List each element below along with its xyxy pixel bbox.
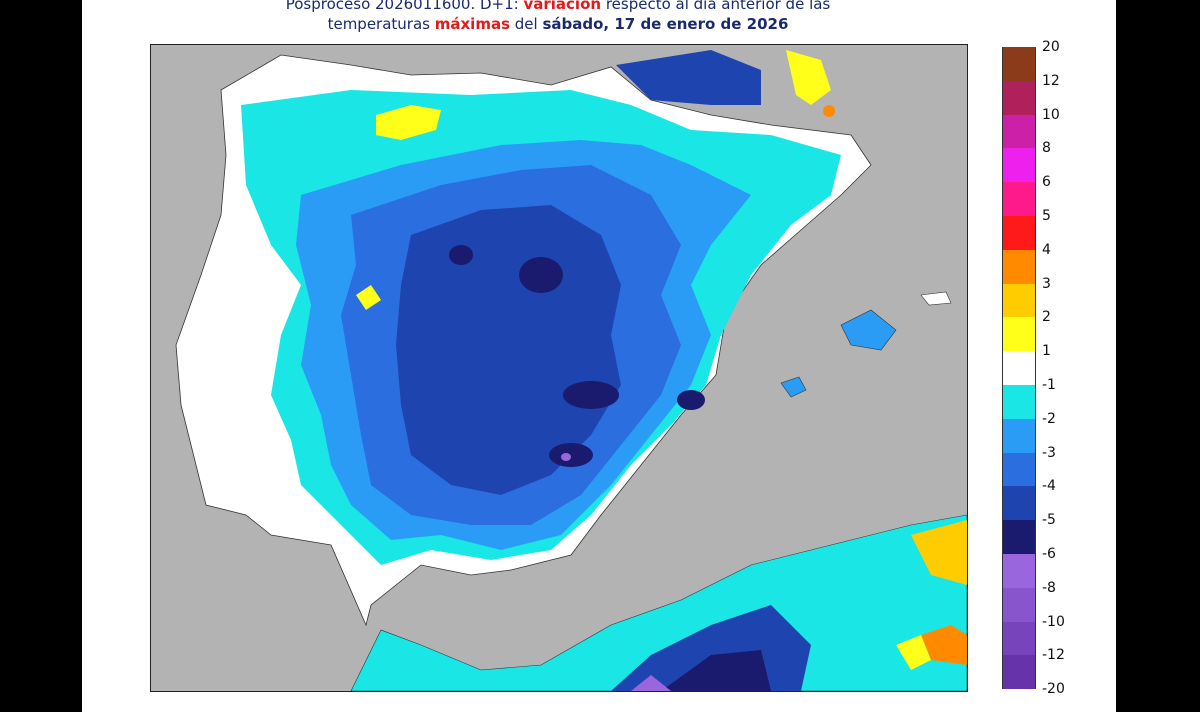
legend-swatch: [1002, 148, 1036, 183]
legend-swatch: [1002, 47, 1036, 81]
orange-spot-ne: [823, 105, 835, 117]
purple-spot: [561, 453, 571, 461]
legend-label: 20: [1042, 39, 1060, 55]
legend-swatch: [1002, 182, 1036, 216]
legend-label: -3: [1042, 444, 1056, 461]
legend-label: 6: [1042, 174, 1051, 191]
north-africa: [350, 514, 967, 691]
legend-label: -10: [1042, 613, 1065, 630]
title-maximas-word: máximas: [434, 15, 510, 33]
title-line1-prefix: Posproceso 2026011600. D+1:: [285, 0, 524, 13]
navy-core-1: [519, 257, 563, 293]
legend-label: -4: [1042, 478, 1056, 495]
navy-core-4: [677, 390, 705, 410]
africa-orange: [921, 625, 967, 665]
dark-blue-zone: [396, 205, 621, 495]
legend-swatch: [1002, 655, 1036, 690]
menorca: [920, 291, 952, 306]
legend-label: -20: [1042, 681, 1065, 698]
title-date: sábado, 17 de enero de 2026: [542, 15, 789, 33]
right-black-border: [1116, 0, 1200, 712]
title-line1-suffix: respecto al día anterior de las: [601, 0, 831, 13]
legend-label: -12: [1042, 647, 1065, 664]
legend-swatch: [1002, 452, 1036, 487]
legend-swatch: [1002, 114, 1036, 149]
mallorca: [840, 309, 897, 351]
legend-label: 3: [1042, 275, 1051, 292]
africa-yellow: [911, 520, 967, 585]
legend-swatch: [1002, 385, 1036, 419]
legend-label: 4: [1042, 241, 1051, 258]
legend-label: 1: [1042, 343, 1051, 360]
legend-label: 5: [1042, 208, 1051, 224]
title-variation-word: variación: [523, 0, 602, 13]
legend-label: -1: [1042, 377, 1056, 393]
legend-swatch: [1002, 486, 1036, 521]
legend-swatch: [1002, 317, 1036, 352]
title-line-1: Posproceso 2026011600. D+1: variación re…: [82, 0, 1034, 14]
legend-swatch: [1002, 283, 1036, 318]
map-svg: [175, 50, 967, 691]
legend-swatch: [1002, 520, 1036, 554]
legend-label: -2: [1042, 410, 1056, 427]
title-line2-prefix: temperaturas: [327, 15, 435, 33]
pyrenees-dark-blue: [616, 50, 761, 105]
navy-core-5: [449, 245, 473, 265]
ibiza: [780, 376, 807, 398]
legend-label: 8: [1042, 140, 1051, 157]
legend-swatch: [1002, 216, 1036, 250]
left-black-border: [0, 0, 82, 712]
map-title: Posproceso 2026011600. D+1: variación re…: [82, 0, 1034, 34]
legend-label: 10: [1042, 106, 1060, 123]
yellow-patch-ne: [786, 50, 831, 105]
legend-swatch: [1002, 587, 1036, 622]
legend-label: -5: [1042, 512, 1056, 529]
yellow-patch-north: [376, 105, 441, 140]
navy-core-3: [549, 443, 593, 467]
africa-purple: [631, 675, 671, 691]
title-line2-mid: del: [510, 15, 543, 33]
legend-label: 2: [1042, 309, 1051, 326]
legend-swatch: [1002, 80, 1036, 115]
legend-label: -8: [1042, 579, 1056, 596]
legend-label: -6: [1042, 546, 1056, 562]
navy-core-2: [563, 381, 619, 409]
legend-swatch: [1002, 249, 1036, 284]
africa-navy: [661, 650, 771, 691]
legend-swatch: [1002, 554, 1036, 588]
temperature-variation-map: [150, 44, 968, 692]
legend-swatch: [1002, 351, 1036, 385]
africa-yellow-2: [896, 635, 931, 670]
legend-label: 12: [1042, 72, 1060, 89]
legend-swatch: [1002, 418, 1036, 453]
title-line-2: temperaturas máximas del sábado, 17 de e…: [82, 14, 1034, 34]
yellow-patch-west: [356, 285, 381, 310]
legend-swatch: [1002, 621, 1036, 656]
